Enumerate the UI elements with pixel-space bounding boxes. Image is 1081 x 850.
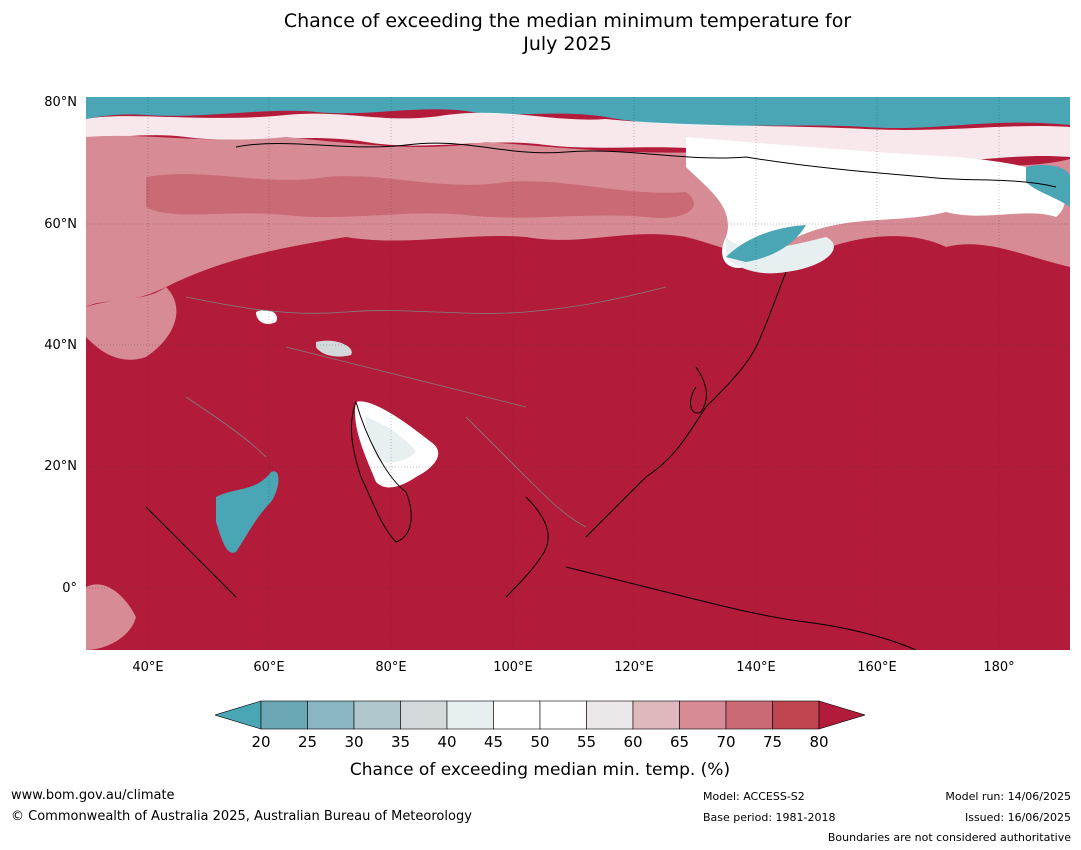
arctic-low-probability-region xyxy=(86,97,1070,129)
colorbar-bin xyxy=(586,700,634,730)
central-asia-pink xyxy=(86,287,177,360)
colorbar-tick-label: 70 xyxy=(716,733,736,751)
lat-label-40n: 40°N xyxy=(44,338,77,353)
colorbar-bin xyxy=(632,700,680,730)
colorbar-bin xyxy=(446,700,494,730)
colorbar-bin xyxy=(725,700,773,730)
colorbar-arrow-low xyxy=(213,700,262,730)
colorbar-tick-label: 65 xyxy=(669,733,690,751)
okhotsk-low-probability-region xyxy=(726,225,806,262)
chart-title: Chance of exceeding the median minimum t… xyxy=(0,10,1081,56)
title-line-1: Chance of exceeding the median minimum t… xyxy=(283,10,852,32)
colorbar-svg xyxy=(213,700,867,730)
colorbar-tick-label: 60 xyxy=(623,733,643,751)
lon-label-180: 180° xyxy=(983,660,1015,675)
issued-text: Issued: 16/06/2025 xyxy=(964,811,1071,824)
probability-map xyxy=(86,97,1070,650)
colorbar-bin xyxy=(493,700,541,730)
copyright-text: © Commonwealth of Australia 2025, Austra… xyxy=(11,809,472,824)
colorbar-tick-label: 50 xyxy=(530,733,550,751)
bering-low-probability-region xyxy=(1026,165,1070,207)
caspian-white xyxy=(256,310,277,324)
lon-label-120e: 120°E xyxy=(614,660,654,675)
lon-label-160e: 160°E xyxy=(857,660,897,675)
africa-pink-patch xyxy=(86,584,136,650)
lon-label-140e: 140°E xyxy=(736,660,776,675)
colorbar-tick-label: 55 xyxy=(576,733,597,751)
colorbar-tick-label: 30 xyxy=(344,733,364,751)
lon-label-60e: 60°E xyxy=(253,660,285,675)
base-period-text: Base period: 1981-2018 xyxy=(703,811,836,824)
lat-label-80n: 80°N xyxy=(44,95,77,110)
website-link[interactable]: www.bom.gov.au/climate xyxy=(11,788,175,803)
colorbar-bin xyxy=(539,700,587,730)
arabian-sea-low-probability-region xyxy=(216,471,279,553)
colorbar-tick-label: 80 xyxy=(809,733,829,751)
colorbar-tick-label: 75 xyxy=(762,733,783,751)
colorbar-bin xyxy=(772,700,820,730)
coastlines xyxy=(145,142,1057,650)
model-run-text: Model run: 14/06/2025 xyxy=(945,790,1071,803)
lon-label-40e: 40°E xyxy=(132,660,164,675)
map-svg xyxy=(86,97,1070,650)
colorbar-bin xyxy=(307,700,355,730)
colorbar-tick-label: 25 xyxy=(297,733,318,751)
colorbar-bin xyxy=(353,700,401,730)
disclaimer-text: Boundaries are not considered authoritat… xyxy=(827,831,1071,844)
lat-label-0: 0° xyxy=(62,581,77,596)
lon-label-80e: 80°E xyxy=(375,660,407,675)
colorbar-label: Chance of exceeding median min. temp. (%… xyxy=(349,760,731,780)
colorbar-tick-label: 20 xyxy=(251,733,271,751)
colorbar-bin xyxy=(679,700,727,730)
colorbar-arrow-high xyxy=(818,700,867,730)
tibet-light-patch xyxy=(316,340,352,357)
colorbar xyxy=(213,700,867,730)
colorbar-tick-label: 40 xyxy=(437,733,457,751)
east-siberia-grey-edge xyxy=(726,237,834,274)
colorbar-bin xyxy=(260,700,308,730)
title-line-2: July 2025 xyxy=(523,33,612,55)
model-text: Model: ACCESS-S2 xyxy=(703,790,805,803)
lat-label-20n: 20°N xyxy=(44,459,77,474)
lat-label-60n: 60°N xyxy=(44,217,77,232)
colorbar-tick-label: 45 xyxy=(483,733,504,751)
colorbar-tick-label: 35 xyxy=(390,733,411,751)
siberia-light-patches xyxy=(146,174,694,218)
colorbar-bin xyxy=(400,700,448,730)
country-borders xyxy=(185,286,667,528)
lon-label-100e: 100°E xyxy=(493,660,533,675)
